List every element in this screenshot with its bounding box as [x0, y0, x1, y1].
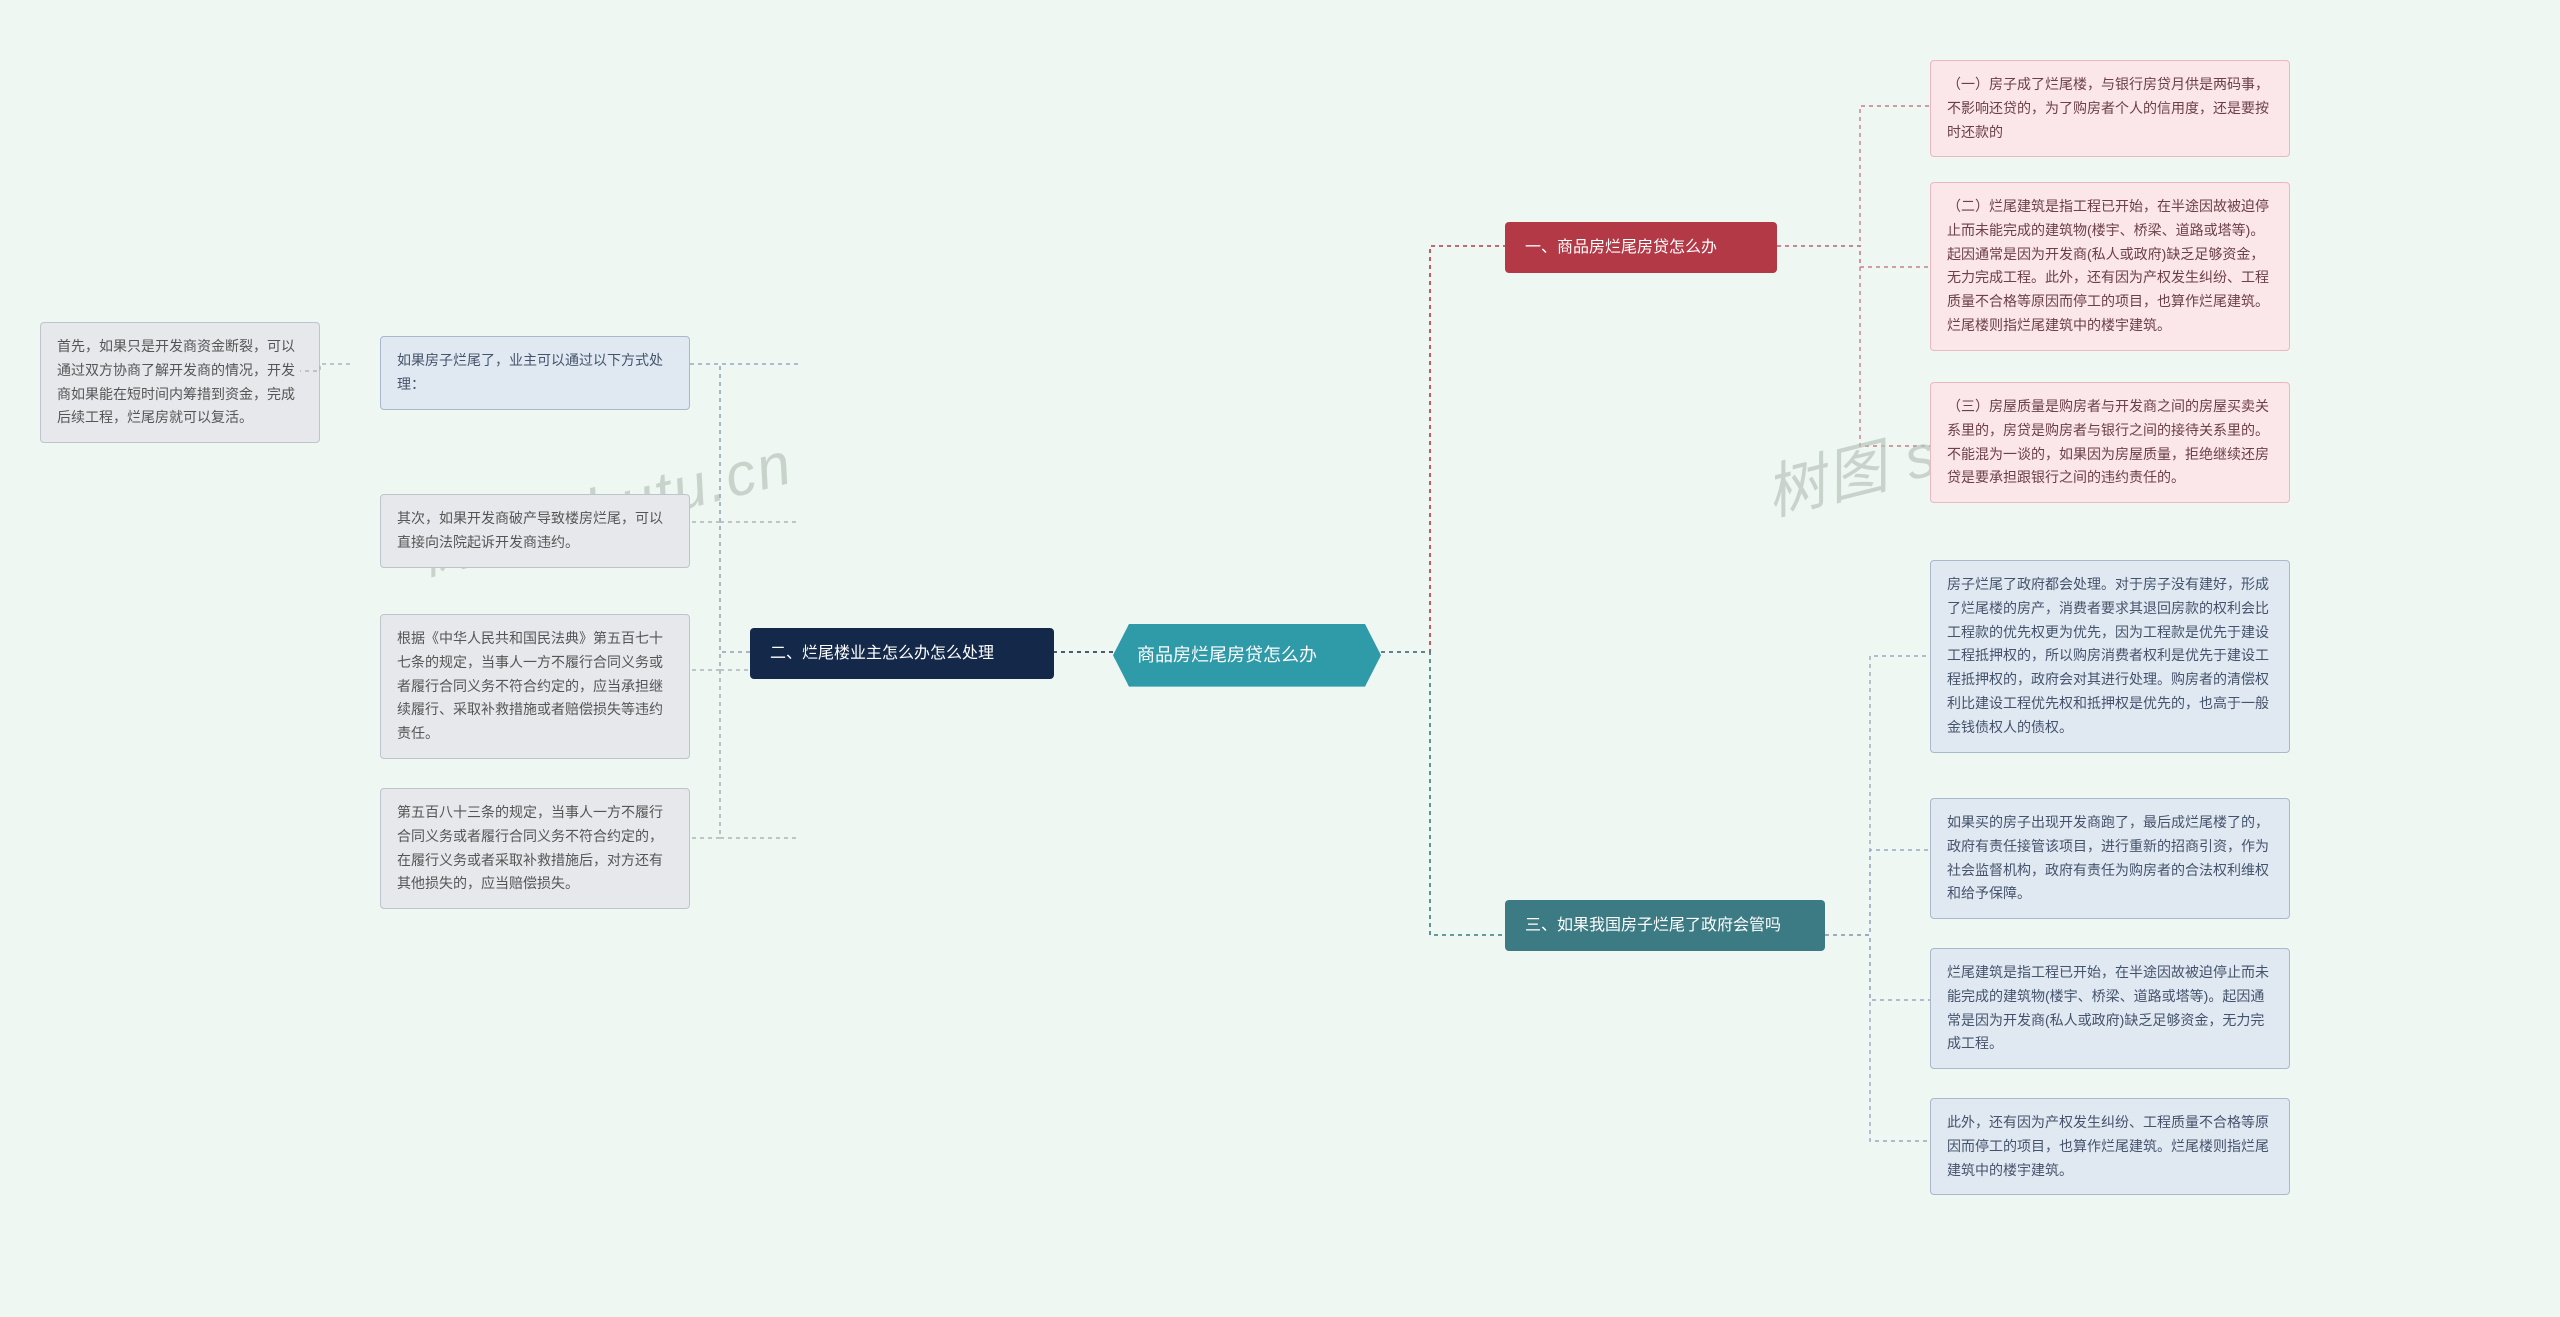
branch1-leaf-1[interactable]: （一）房子成了烂尾楼，与银行房贷月供是两码事，不影响还贷的，为了购房者个人的信用… [1930, 60, 2290, 157]
central-topic[interactable]: 商品房烂尾房贷怎么办 [1113, 624, 1381, 687]
branch2-leaf-4[interactable]: 第五百八十三条的规定，当事人一方不履行合同义务或者履行合同义务不符合约定的，在履… [380, 788, 690, 909]
branch3-leaf-2[interactable]: 如果买的房子出现开发商跑了，最后成烂尾楼了的，政府有责任接管该项目，进行重新的招… [1930, 798, 2290, 919]
branch-1[interactable]: 一、商品房烂尾房贷怎么办 [1505, 222, 1777, 273]
branch1-leaf-3[interactable]: （三）房屋质量是购房者与开发商之间的房屋买卖关系里的，房贷是购房者与银行之间的接… [1930, 382, 2290, 503]
branch2-leaf-1-sub[interactable]: 首先，如果只是开发商资金断裂，可以通过双方协商了解开发商的情况，开发商如果能在短… [40, 322, 320, 443]
branch3-leaf-1[interactable]: 房子烂尾了政府都会处理。对于房子没有建好，形成了烂尾楼的房产，消费者要求其退回房… [1930, 560, 2290, 753]
branch2-leaf-2[interactable]: 其次，如果开发商破产导致楼房烂尾，可以直接向法院起诉开发商违约。 [380, 494, 690, 568]
branch2-leaf-3[interactable]: 根据《中华人民共和国民法典》第五百七十七条的规定，当事人一方不履行合同义务或者履… [380, 614, 690, 759]
branch2-leaf-1[interactable]: 如果房子烂尾了，业主可以通过以下方式处理： [380, 336, 690, 410]
branch-3[interactable]: 三、如果我国房子烂尾了政府会管吗 [1505, 900, 1825, 951]
branch-2[interactable]: 二、烂尾楼业主怎么办怎么处理 [750, 628, 1054, 679]
branch3-leaf-3[interactable]: 烂尾建筑是指工程已开始，在半途因故被迫停止而未能完成的建筑物(楼宇、桥梁、道路或… [1930, 948, 2290, 1069]
branch1-leaf-2[interactable]: （二）烂尾建筑是指工程已开始，在半途因故被迫停止而未能完成的建筑物(楼宇、桥梁、… [1930, 182, 2290, 351]
branch3-leaf-4[interactable]: 此外，还有因为产权发生纠纷、工程质量不合格等原因而停工的项目，也算作烂尾建筑。烂… [1930, 1098, 2290, 1195]
